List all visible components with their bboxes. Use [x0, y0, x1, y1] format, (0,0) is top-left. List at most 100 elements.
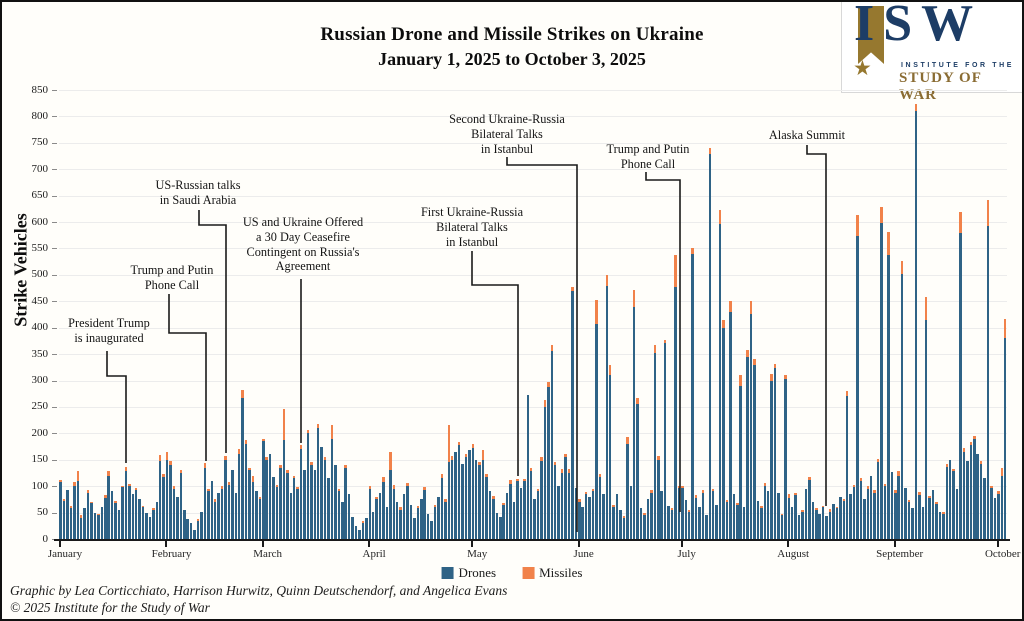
drones-segment	[921, 507, 924, 539]
missiles-segment	[815, 507, 818, 510]
strike-bar-day-83	[341, 502, 344, 539]
drones-segment	[66, 489, 69, 539]
gridline	[59, 433, 1007, 435]
strike-bar-day-266	[969, 441, 973, 539]
strike-bar-day-110	[433, 504, 437, 539]
missiles-segment	[306, 430, 310, 434]
drones-segment	[715, 504, 718, 539]
strike-bar-day-245	[897, 471, 900, 539]
drones-segment	[705, 515, 708, 539]
strike-bar-day-39	[189, 523, 193, 539]
drones-segment	[742, 507, 746, 539]
strike-bar-day-91	[368, 485, 371, 539]
strike-bar-day-238	[873, 490, 876, 539]
strike-bar-day-90	[365, 517, 368, 539]
x-tick-mark	[787, 541, 790, 547]
y-tick-label: 250	[31, 400, 49, 413]
strike-bar-day-172	[646, 499, 650, 539]
drones-segment	[808, 479, 811, 539]
drones-segment	[361, 523, 365, 539]
drones-segment	[897, 475, 900, 539]
strike-bar-day-101	[402, 494, 406, 539]
drones-segment	[928, 497, 931, 539]
strike-bar-day-4	[69, 506, 73, 539]
strike-bar-day-181	[677, 485, 681, 539]
strike-bar-day-234	[859, 477, 863, 539]
drones-segment	[907, 502, 911, 539]
missiles-segment	[828, 509, 832, 512]
drones-segment	[320, 446, 323, 539]
missiles-segment	[880, 206, 883, 224]
strike-bar-day-213	[787, 493, 791, 539]
missiles-segment	[104, 494, 107, 498]
strike-bar-day-148	[564, 454, 567, 539]
x-tick-mark	[471, 541, 474, 547]
drones-segment	[756, 500, 760, 539]
drones-segment	[629, 486, 633, 539]
drones-segment	[447, 462, 450, 539]
missiles-swatch-icon	[522, 567, 535, 579]
y-tick-mark	[52, 90, 57, 91]
drones-segment	[464, 457, 468, 539]
drones-segment	[876, 462, 880, 539]
drones-segment	[292, 478, 296, 539]
missiles-segment	[361, 521, 365, 524]
drones-segment	[873, 492, 876, 539]
drones-segment	[918, 494, 921, 539]
drones-segment	[773, 367, 777, 539]
annotation-label-6: Second Ukraine-Russia Bilateral Talks in…	[449, 112, 565, 156]
y-tick-mark	[52, 195, 57, 197]
drones-segment	[217, 492, 220, 539]
drones-segment	[227, 484, 231, 539]
strike-bar-day-187	[698, 507, 701, 539]
strike-bar-day-244	[894, 489, 897, 539]
strike-bar-day-265	[966, 460, 969, 539]
drones-segment	[791, 507, 794, 539]
strike-bar-day-259	[945, 464, 949, 539]
strike-bar-day-21	[128, 483, 131, 539]
drones-segment	[533, 499, 536, 539]
drones-segment	[224, 459, 227, 539]
drones-segment	[382, 481, 385, 539]
drones-segment	[935, 504, 938, 539]
missiles-segment	[856, 214, 859, 236]
missiles-segment	[107, 471, 110, 476]
strike-bar-day-59	[258, 496, 262, 539]
drones-segment	[234, 492, 238, 539]
strike-bar-day-153	[581, 507, 584, 539]
strike-bar-day-174	[653, 344, 657, 539]
drones-segment	[911, 508, 914, 539]
missiles-segment	[80, 515, 83, 518]
strike-bar-day-32	[165, 451, 169, 539]
strike-bar-day-205	[760, 506, 763, 539]
strike-bar-day-227	[835, 506, 839, 539]
strike-bar-day-113	[444, 499, 447, 539]
missiles-segment	[928, 495, 931, 498]
strike-bar-day-122	[475, 459, 478, 539]
missiles-segment	[73, 481, 76, 487]
strike-bar-day-275	[1000, 467, 1003, 539]
strike-bar-day-92	[371, 511, 375, 539]
missiles-segment	[464, 454, 468, 458]
strike-bar-day-225	[828, 509, 832, 539]
strike-bar-day-208	[770, 374, 773, 539]
drones-segment	[914, 111, 918, 539]
drones-segment	[859, 480, 863, 539]
drones-segment	[255, 491, 258, 539]
drones-segment	[389, 470, 392, 539]
drones-segment	[622, 517, 626, 539]
strike-bar-day-1	[59, 479, 62, 539]
strike-bar-day-206	[763, 483, 766, 539]
missiles-segment	[584, 492, 588, 495]
strike-bar-day-256	[935, 501, 938, 539]
missiles-segment	[440, 474, 444, 479]
drones-segment	[86, 492, 90, 539]
drones-segment	[1003, 337, 1007, 539]
annotation-label-4: US and Ukraine Offered a 30 Day Ceasefir…	[242, 215, 364, 274]
drones-segment	[396, 502, 399, 539]
strike-bar-day-197	[732, 494, 736, 539]
drones-segment	[736, 505, 739, 539]
strike-bar-day-156	[591, 488, 595, 539]
strike-bar-day-41	[196, 518, 200, 539]
drones-segment	[811, 502, 815, 539]
